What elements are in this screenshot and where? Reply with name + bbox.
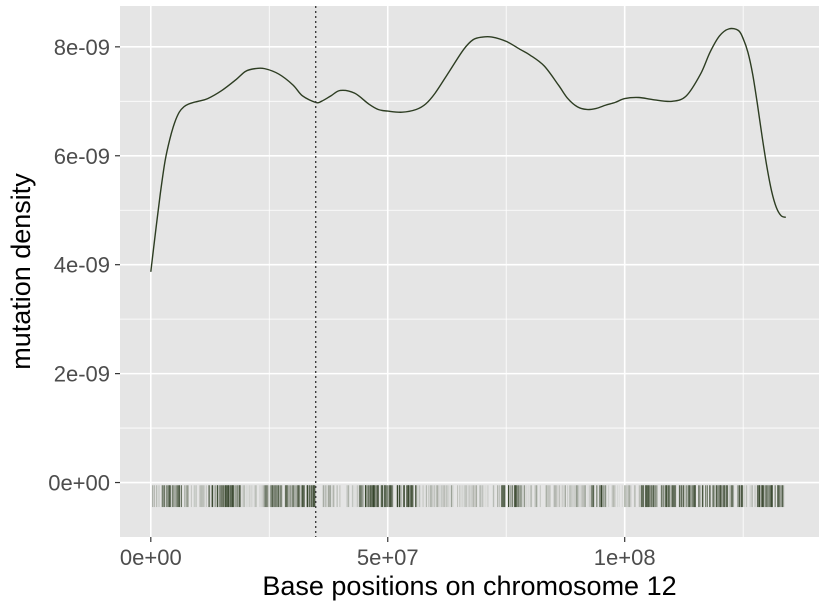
plot-panel [120, 6, 819, 537]
density-curve [150, 27, 787, 272]
y-tick-label: 8e-09 [54, 35, 110, 60]
y-tick-label: 2e-09 [54, 362, 110, 387]
y-tick-label: 0e+00 [48, 471, 110, 496]
y-tick-label: 6e-09 [54, 144, 110, 169]
x-axis-title: Base positions on chromosome 12 [262, 571, 676, 601]
y-tick-label: 4e-09 [54, 253, 110, 278]
mutation-rug [152, 485, 785, 508]
y-axis-ticks: 0e+00 2e-09 4e-09 6e-09 8e-09 [48, 35, 120, 496]
major-gridlines [120, 6, 819, 537]
x-tick-label: 5e+07 [357, 545, 419, 570]
y-axis-title: mutation density [6, 173, 36, 370]
x-axis-ticks: 0e+00 5e+07 1e+08 [120, 537, 656, 570]
x-tick-label: 1e+08 [594, 545, 656, 570]
minor-gridlines [120, 6, 819, 537]
x-tick-label: 0e+00 [120, 545, 182, 570]
